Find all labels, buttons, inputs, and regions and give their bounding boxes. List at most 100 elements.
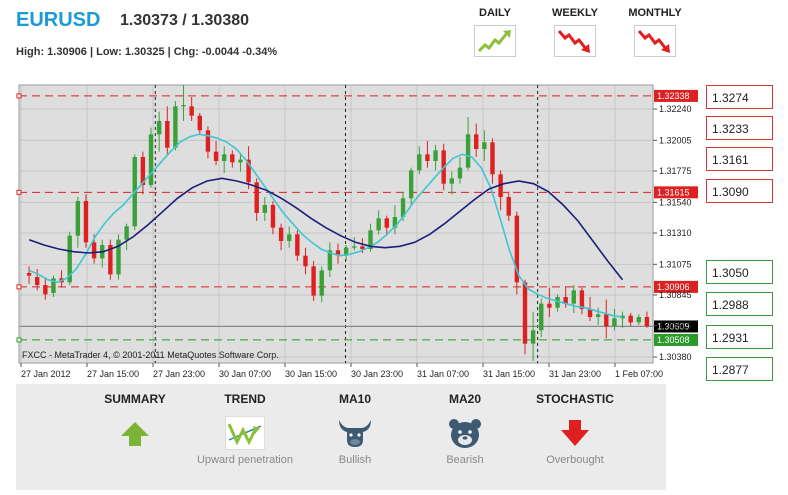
indicator-subtitle: Bullish (338, 454, 372, 466)
candle-body (181, 105, 186, 107)
candle-body (433, 150, 438, 161)
timeframe-label: WEEKLY (551, 7, 599, 19)
level-tag-label: 1.30508 (657, 335, 690, 345)
level-tag (654, 320, 698, 333)
timeframe-monthly[interactable]: MONTHLY (620, 7, 690, 57)
candle-body (400, 198, 406, 217)
trend-up-icon (474, 25, 516, 57)
trend-down-icon (554, 25, 596, 57)
candle-body (620, 315, 625, 319)
candle-body (91, 242, 97, 259)
y-tick-label: 1.32240 (659, 104, 692, 114)
y-axis: 1.32240 1.32005 1.31775 1.31540 1.31310 1.310… (653, 104, 692, 362)
timeframe-daily[interactable]: DAILY (460, 7, 530, 57)
candle-body (108, 245, 113, 275)
candle-body (51, 278, 56, 293)
session-stats: High: 1.30906 | Low: 1.30325 | Chg: -0.0… (16, 46, 278, 58)
candle-body (360, 246, 365, 249)
x-tick-label: 27 Jan 15:00 (87, 369, 139, 379)
y-tick-label: 1.31310 (659, 228, 692, 238)
candle-body (34, 277, 40, 285)
candle-body (67, 235, 72, 283)
candle-body (343, 247, 349, 256)
x-tick-label: 31 Jan 15:00 (483, 369, 535, 379)
level-tag (654, 280, 698, 293)
ma-fast-line (28, 133, 623, 318)
indicator-title: SUMMARY (104, 392, 166, 406)
candle-body (465, 134, 471, 168)
candles (26, 85, 650, 361)
candle-body (238, 159, 243, 163)
indicator-subtitle: Overbought (546, 454, 604, 466)
indicator-summary[interactable]: SUMMARY (80, 392, 190, 454)
candle-body (628, 315, 633, 323)
session-separators (154, 85, 539, 363)
level-marker (16, 93, 22, 99)
candle-body (189, 106, 194, 116)
candle-body (213, 151, 219, 161)
y-tick-label: 1.30380 (659, 352, 692, 362)
candle-body (173, 106, 178, 148)
candle-body (474, 134, 479, 149)
candle-body (555, 297, 560, 308)
candle-body (246, 159, 251, 183)
level-marker (16, 189, 22, 195)
candle-body (303, 255, 308, 267)
resistance-level: 1.3274 (706, 85, 773, 109)
candle-body (563, 297, 568, 304)
candle-body (205, 130, 211, 152)
x-tick-label: 27 Jan 23:00 (153, 369, 205, 379)
candle-body (140, 157, 146, 185)
level-tag-label: 1.32338 (657, 91, 690, 101)
candle-body (197, 115, 202, 131)
indicator-ma10[interactable]: MA10 Bullish (300, 392, 410, 467)
level-lines: 1.32338 1.31615 1.30906 1.30508 1.30609 (16, 89, 698, 346)
candle-body (270, 205, 276, 228)
indicator-title: TREND (224, 392, 266, 406)
indicator-title: MA10 (338, 392, 371, 406)
plot-area (18, 84, 654, 364)
y-tick-label: 1.30845 (659, 290, 692, 300)
candle-body (425, 154, 430, 161)
y-tick-label: 1.31775 (659, 166, 692, 176)
candle-body (352, 246, 357, 248)
candle-body (230, 154, 235, 163)
candle-body (612, 318, 617, 327)
timeframe-label: DAILY (479, 7, 511, 19)
candle-body (514, 215, 520, 283)
candle-body (408, 170, 414, 199)
support-level: 1.2931 (706, 325, 773, 349)
support-level: 1.2877 (706, 357, 773, 381)
candle-body (449, 178, 455, 184)
candle-body (254, 182, 259, 213)
candle-body (392, 217, 398, 228)
indicator-subtitle: Bearish (446, 454, 484, 466)
candle-body (644, 317, 650, 327)
x-tick-label: 31 Jan 23:00 (549, 369, 601, 379)
x-tick-label: 30 Jan 07:00 (219, 369, 271, 379)
level-tag (654, 89, 698, 102)
bear-icon (449, 419, 481, 448)
candle-body (287, 234, 292, 241)
candle-body (368, 230, 373, 249)
indicator-ma20[interactable]: MA20 Bearish (410, 392, 520, 467)
trend-down-icon (634, 25, 676, 57)
support-level: 1.3050 (706, 260, 773, 284)
price-chart[interactable]: 1.32338 1.31615 1.30906 1.30508 1.30609 1.32… (16, 82, 704, 382)
resistance-level: 1.3090 (706, 179, 773, 203)
indicator-title: STOCHASTIC (536, 392, 614, 406)
quote-price: 1.30373 / 1.30380 (120, 12, 250, 29)
bull-icon (339, 420, 371, 447)
candle-body (636, 317, 642, 323)
candle-body (335, 250, 341, 256)
candle-body (319, 270, 324, 296)
candle-body (311, 266, 316, 296)
candle-body (539, 303, 544, 331)
candle-body (43, 285, 48, 295)
candle-body (278, 227, 284, 241)
timeframe-weekly[interactable]: WEEKLY (540, 7, 610, 57)
indicator-stochastic[interactable]: STOCHASTIC Overbought (520, 392, 630, 467)
indicator-trend[interactable]: TREND Upward penetration (190, 392, 300, 467)
y-tick-label: 1.30615 (659, 321, 692, 331)
timeframe-label: MONTHLY (628, 7, 682, 19)
